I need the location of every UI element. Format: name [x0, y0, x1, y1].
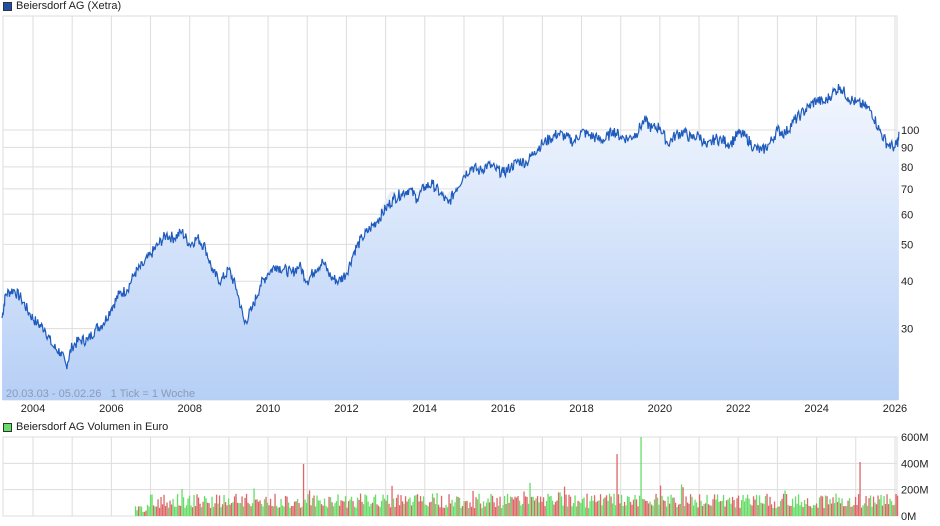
svg-text:2022: 2022: [726, 403, 750, 415]
svg-text:400M: 400M: [901, 458, 929, 470]
svg-text:50: 50: [901, 239, 913, 251]
price-legend-swatch: [3, 1, 12, 11]
svg-text:2026: 2026: [883, 403, 907, 415]
price-legend-label: Beiersdorf AG (Xetra): [16, 0, 122, 12]
x-axis: 2004 2006 2008 2010 2012 2014 2016 2018 2020 2022…: [21, 403, 907, 415]
svg-text:40: 40: [901, 276, 913, 288]
volume-legend: Beiersdorf AG Volumen in Euro: [3, 421, 168, 433]
svg-text:2010: 2010: [256, 403, 280, 415]
svg-text:600M: 600M: [901, 432, 929, 444]
svg-text:90: 90: [901, 142, 913, 154]
price-area: [2, 84, 899, 400]
svg-text:100: 100: [901, 125, 919, 137]
svg-text:0M: 0M: [901, 511, 916, 523]
svg-text:80: 80: [901, 162, 913, 174]
price-line: [1, 84, 900, 370]
svg-text:2024: 2024: [804, 403, 828, 415]
svg-text:2012: 2012: [334, 403, 358, 415]
svg-text:2014: 2014: [413, 403, 437, 415]
volume-legend-label: Beiersdorf AG Volumen in Euro: [16, 421, 169, 433]
svg-text:2016: 2016: [491, 403, 515, 415]
date-range-label: 20.03.03 - 05.02.26 1 Tick = 1 Woche: [6, 388, 195, 400]
svg-text:30: 30: [901, 324, 913, 336]
volume-bars: [134, 437, 899, 516]
svg-text:200M: 200M: [901, 485, 929, 497]
svg-text:2020: 2020: [648, 403, 672, 415]
svg-text:2008: 2008: [177, 403, 201, 415]
svg-text:60: 60: [901, 209, 913, 221]
volume-y-axis: 0M 200M 400M 600M: [901, 432, 929, 523]
svg-text:2006: 2006: [99, 403, 123, 415]
volume-legend-swatch: [3, 422, 12, 432]
date-range: 20.03.03 - 05.02.26: [6, 388, 102, 400]
tick-interval: 1 Tick = 1 Woche: [110, 388, 196, 400]
svg-text:2004: 2004: [21, 403, 45, 415]
svg-text:70: 70: [901, 184, 913, 196]
price-legend: Beiersdorf AG (Xetra): [3, 0, 121, 12]
price-y-axis: 30 40 50 60 70 80 90 100: [901, 125, 919, 336]
svg-text:2018: 2018: [569, 403, 593, 415]
